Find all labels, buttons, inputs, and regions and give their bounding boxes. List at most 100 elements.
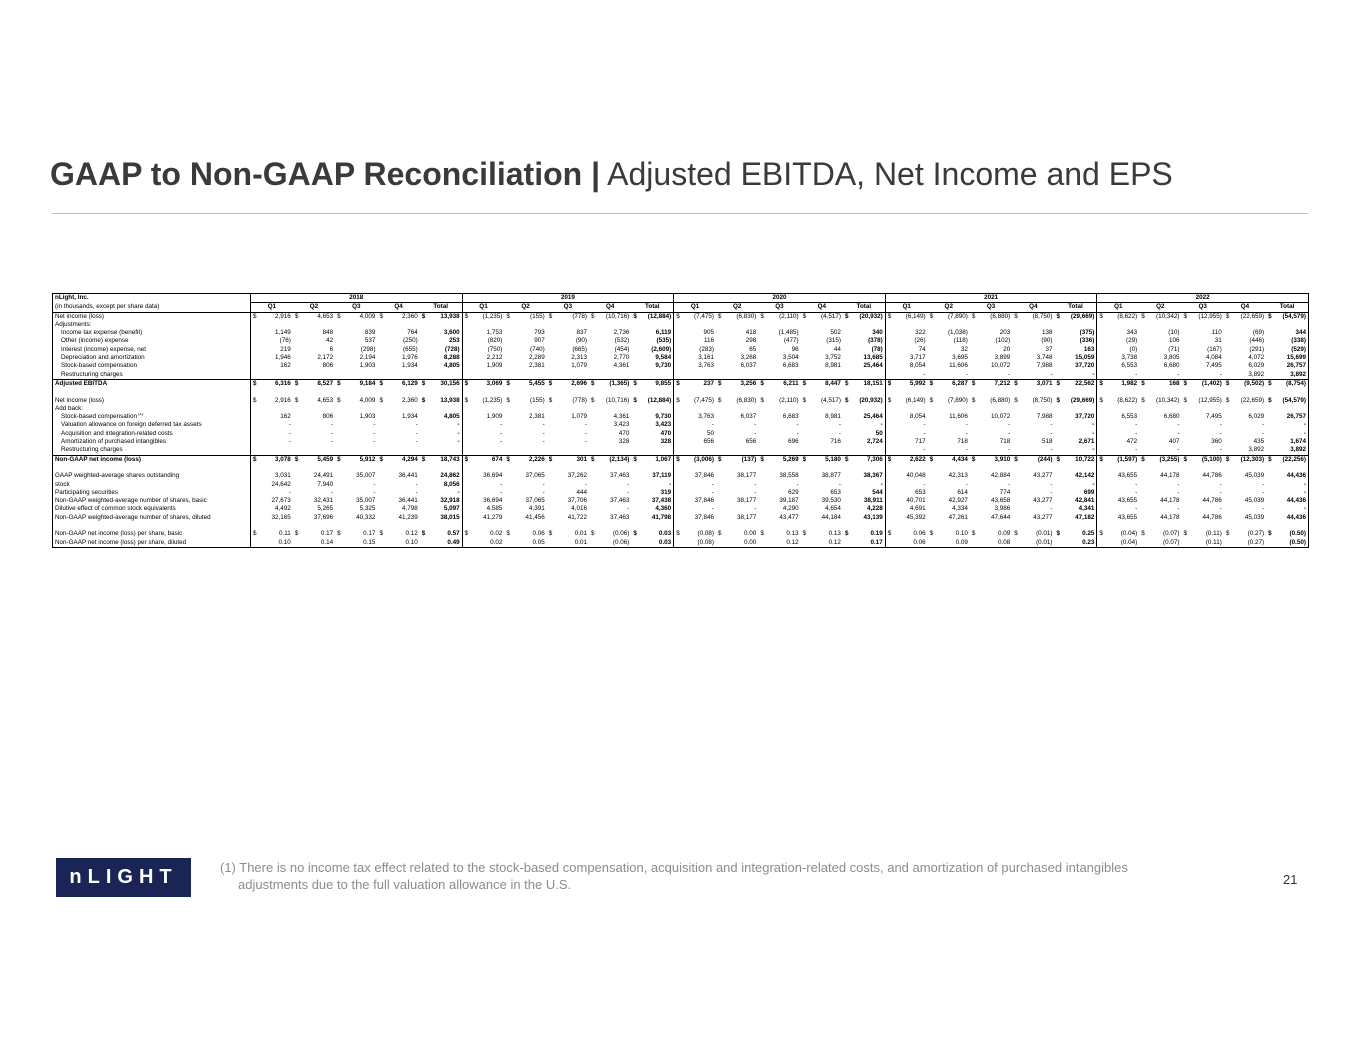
value: 7,988 <box>1036 362 1053 370</box>
header-row: (in thousands, except per share data) Q1 Q… <box>52 302 1309 313</box>
value-cell: 35,007 <box>335 497 377 505</box>
quarter: Q1 <box>673 302 716 313</box>
value-cell: $0.03 <box>631 530 675 539</box>
currency: $ <box>676 312 680 320</box>
table-row: Depreciation and amortization 1,946 2,172 2… <box>52 354 1309 363</box>
value: - <box>1177 505 1180 513</box>
value: - <box>1303 480 1306 488</box>
spacer <box>547 388 589 396</box>
value: 653 <box>915 488 926 496</box>
value-cell <box>251 446 293 455</box>
value-cell: 45,039 <box>1224 497 1266 505</box>
currency: $ <box>421 530 426 538</box>
spacer <box>631 388 675 397</box>
value: - <box>457 488 460 496</box>
value-cell: 2,381 <box>504 413 546 421</box>
value-cell <box>335 405 377 413</box>
value-cell <box>1054 404 1098 414</box>
value: 37,438 <box>651 497 672 505</box>
value-cell: 74 <box>885 346 927 354</box>
value-cell: $ (10,716) <box>589 397 631 405</box>
value: (4,517) <box>820 396 841 404</box>
value: 718 <box>957 438 968 446</box>
value: 0.06 <box>913 538 926 546</box>
row-label: Interest (income) expense, net <box>52 345 251 355</box>
value: - <box>584 438 588 446</box>
value-cell: - <box>1012 421 1054 429</box>
value-cell: 36,694 <box>462 472 504 480</box>
value: 40,332 <box>356 513 376 521</box>
value: - <box>1050 446 1053 454</box>
value: (12,884) <box>647 396 672 404</box>
value-cell: $13,938 <box>419 396 463 405</box>
value-cell: 7,988 <box>1012 362 1054 370</box>
value: - <box>1092 446 1095 454</box>
value: (155) <box>530 312 545 320</box>
value-cell: $ (7,890) <box>928 312 970 321</box>
value-cell: 44,436 <box>1266 497 1309 506</box>
value-cell: - <box>547 481 589 489</box>
currency: $ <box>844 379 849 387</box>
table-row: Adjustments: <box>52 320 1309 330</box>
value-cell: - <box>1012 446 1054 455</box>
value: 96 <box>791 345 799 353</box>
spacer <box>970 388 1012 396</box>
value: (0.06) <box>612 538 630 546</box>
value: 6,029 <box>1248 362 1265 370</box>
value: - <box>965 421 968 429</box>
value-cell <box>631 404 675 414</box>
quarter: Q1 <box>250 302 293 313</box>
value-cell: 518 <box>1012 438 1054 446</box>
value: 43,655 <box>1117 513 1138 521</box>
value-cell: 7,495 <box>1182 413 1224 421</box>
value: (167) <box>1207 345 1222 353</box>
value-cell: (298) <box>335 346 377 354</box>
value: 2,226 <box>528 455 545 463</box>
value-cell: 2,736 <box>589 329 631 337</box>
currency: $ <box>337 396 341 404</box>
value-cell: (29) <box>1097 337 1139 345</box>
value: 4,341 <box>1078 505 1095 513</box>
quarter: Q4 <box>1223 302 1267 313</box>
value: - <box>1092 480 1095 488</box>
value-cell: (250) <box>377 337 419 345</box>
value: 2,194 <box>359 354 376 362</box>
value: 8,447 <box>825 379 841 387</box>
value: 1,946 <box>275 354 291 362</box>
value-cell: 3,161 <box>674 354 716 362</box>
spacer <box>462 522 504 530</box>
value-cell: 38,015 <box>419 513 463 523</box>
value-cell: 41,456 <box>504 514 546 522</box>
value: (20,932) <box>859 396 883 404</box>
value-cell: 20 <box>970 346 1012 354</box>
value-cell: (0) <box>1097 346 1139 354</box>
value: 1,903 <box>359 413 376 421</box>
value-cell: - <box>1182 421 1224 429</box>
value-cell: 4,798 <box>377 505 419 513</box>
value: (0.27) <box>1247 538 1265 546</box>
value-cell <box>885 321 927 329</box>
value: 13,685 <box>863 354 883 362</box>
value: 6 <box>329 345 334 353</box>
value: (26) <box>914 337 926 345</box>
value-cell: - <box>1182 489 1224 497</box>
table-row <box>52 388 1309 397</box>
value: 35,007 <box>356 497 376 505</box>
value: - <box>1135 505 1138 513</box>
spacer <box>674 522 716 530</box>
value: (298) <box>360 345 376 353</box>
currency: $ <box>929 530 934 538</box>
currency: $ <box>464 396 469 404</box>
value-cell: $ (2,110) <box>758 397 800 405</box>
row-label: Non-GAAP net income (loss) per share, di… <box>52 538 251 548</box>
value-cell: (820) <box>462 337 504 345</box>
currency: $ <box>1099 455 1103 463</box>
value: - <box>838 429 841 437</box>
value-cell: (532) <box>589 337 631 345</box>
value-cell: 24,862 <box>419 472 463 481</box>
value: - <box>415 488 418 496</box>
value-cell: - <box>335 438 377 446</box>
currency: $ <box>253 396 257 404</box>
value-cell: - <box>716 421 758 429</box>
value-cell: 43,655 <box>1097 497 1139 505</box>
